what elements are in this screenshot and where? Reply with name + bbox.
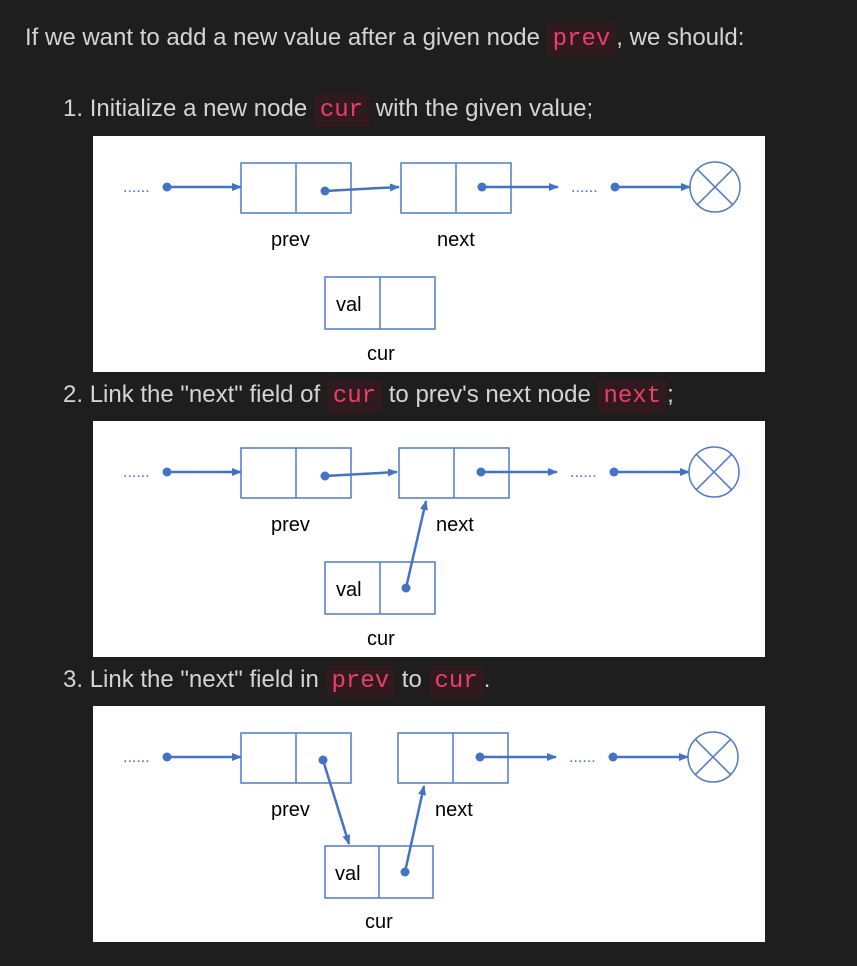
ellipsis-left: ......: [123, 749, 150, 766]
label-next: next: [436, 514, 474, 536]
label-next: next: [435, 799, 473, 821]
label-cur: cur: [367, 628, 395, 650]
step-text: with the given value;: [369, 95, 594, 122]
diagram-step-3: ...... ...... prev next val: [93, 706, 765, 942]
step-2: 2. Link the "next" field of cur to prev'…: [63, 375, 674, 417]
circled-x-icon: [689, 161, 741, 213]
label-prev: prev: [271, 514, 310, 536]
label-next: next: [437, 229, 475, 251]
step-text: Initialize a new node: [89, 95, 314, 122]
step-text: to prev's next node: [382, 381, 598, 408]
inline-code-next: next: [597, 380, 668, 413]
ellipsis-right: ......: [569, 749, 596, 766]
label-val: val: [336, 579, 362, 601]
linked-list-diagram: ...... ...... prev next val: [123, 446, 740, 650]
step-text: to: [395, 666, 429, 693]
step-number: 2.: [63, 381, 84, 408]
step-number: 1.: [63, 95, 84, 122]
circled-x-icon: [688, 446, 740, 498]
diagram-step-1: ...... ...... prev next: [93, 136, 765, 372]
node-prev: [240, 447, 352, 499]
label-val: val: [335, 863, 361, 885]
inline-code-prev: prev: [546, 23, 617, 56]
ellipsis-right: ......: [571, 179, 598, 196]
node-prev: [240, 732, 352, 784]
node-cur: [324, 561, 436, 615]
inline-code-prev: prev: [325, 665, 396, 698]
step-text: Link the "next" field of: [89, 381, 327, 408]
ellipsis-right: ......: [570, 464, 597, 481]
intro-text-after: , we should:: [616, 24, 745, 51]
label-prev: prev: [271, 229, 310, 251]
step-number: 3.: [63, 666, 84, 693]
circled-x-icon: [687, 731, 739, 783]
arrow-cur-to-next: [403, 785, 426, 873]
label-cur: cur: [365, 911, 393, 933]
label-prev: prev: [271, 799, 310, 821]
arrow-prev-to-cur: [321, 759, 351, 845]
step-1: 1. Initialize a new node cur with the gi…: [63, 89, 593, 131]
ellipsis-left: ......: [123, 179, 150, 196]
inline-code-cur: cur: [326, 380, 383, 413]
intro-text-before: If we want to add a new value after a gi…: [25, 24, 547, 51]
label-cur: cur: [367, 343, 395, 365]
arrow-prev-to-next: [324, 468, 398, 478]
label-val: val: [336, 294, 362, 316]
inline-code-cur: cur: [313, 94, 370, 127]
step-text: .: [483, 666, 491, 693]
step-text: Link the "next" field in: [89, 666, 326, 693]
arrow-prev-to-next: [324, 183, 400, 193]
linked-list-diagram: ...... ...... prev next: [123, 161, 741, 365]
ellipsis-left: ......: [123, 464, 150, 481]
intro-paragraph: If we want to add a new value after a gi…: [25, 16, 744, 62]
linked-list-diagram: ...... ...... prev next val: [123, 731, 739, 933]
node-prev: [240, 162, 352, 214]
arrow-cur-to-next: [404, 500, 428, 589]
inline-code-cur: cur: [428, 665, 484, 698]
node-cur: [324, 845, 434, 899]
step-text: ;: [667, 381, 674, 408]
step-3: 3. Link the "next" field in prev to cur.: [63, 660, 490, 702]
diagram-step-2: ...... ...... prev next val: [93, 421, 765, 657]
node-cur: [324, 276, 436, 330]
